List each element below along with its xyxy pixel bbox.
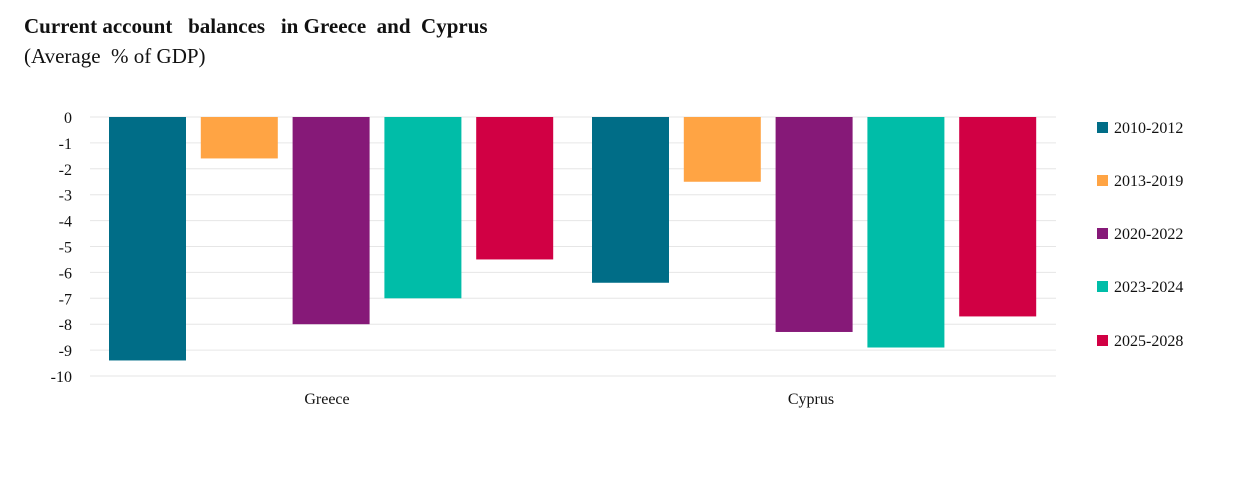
legend-swatch [1097,335,1108,346]
bar-greece-2020-2022 [292,117,370,325]
legend-swatch [1097,228,1108,239]
legend-label: 2010-2012 [1114,120,1183,137]
x-axis: Greece Cyprus [304,391,834,408]
bars [109,117,1037,361]
y-tick-label: -8 [59,317,72,334]
chart-subtitle: (Average % of GDP) [24,44,206,68]
y-tick-label: -7 [59,291,72,308]
chart-panel: Current account balances in Greece and C… [24,14,1184,408]
y-tick-label: -5 [59,240,72,257]
x-category-label: Greece [304,391,349,408]
y-axis: 0 -1 -2 -3 -4 -5 -6 -7 -8 -9 -10 [51,110,72,386]
bar-greece-2023-2024 [384,117,462,299]
legend-label: 2020-2022 [1114,226,1183,243]
bar-cyprus-2020-2022 [775,117,853,332]
bar-greece-2025-2028 [476,117,554,260]
legend-label: 2023-2024 [1114,279,1183,296]
legend-swatch [1097,175,1108,186]
y-tick-label: -2 [59,162,72,179]
bar-greece-2010-2012 [109,117,186,361]
legend-swatch [1097,122,1108,133]
bar-cyprus-2025-2028 [959,117,1037,317]
y-tick-label: -4 [59,214,72,231]
y-tick-label: 0 [64,110,72,127]
y-tick-label: -1 [59,136,72,153]
y-tick-label: -10 [51,369,72,386]
bar-greece-2013-2019 [200,117,278,159]
y-tick-label: -9 [59,343,72,360]
chart-title: Current account balances in Greece and C… [24,14,488,38]
bar-chart: 0 -1 -2 -3 -4 -5 -6 -7 -8 -9 -10 Greece Cyprus 2010… [51,110,1184,408]
bar-cyprus-2013-2019 [683,117,761,182]
legend-label: 2025-2028 [1114,333,1183,350]
x-category-label: Cyprus [788,391,834,408]
y-tick-label: -6 [59,265,72,282]
legend-swatch [1097,281,1108,292]
legend-label: 2013-2019 [1114,173,1183,190]
bar-cyprus-2023-2024 [867,117,945,348]
y-tick-label: -3 [59,188,72,205]
bar-cyprus-2010-2012 [592,117,669,283]
legend: 2010-2012 2013-2019 2020-2022 2023-2024 2025… [1097,120,1183,350]
